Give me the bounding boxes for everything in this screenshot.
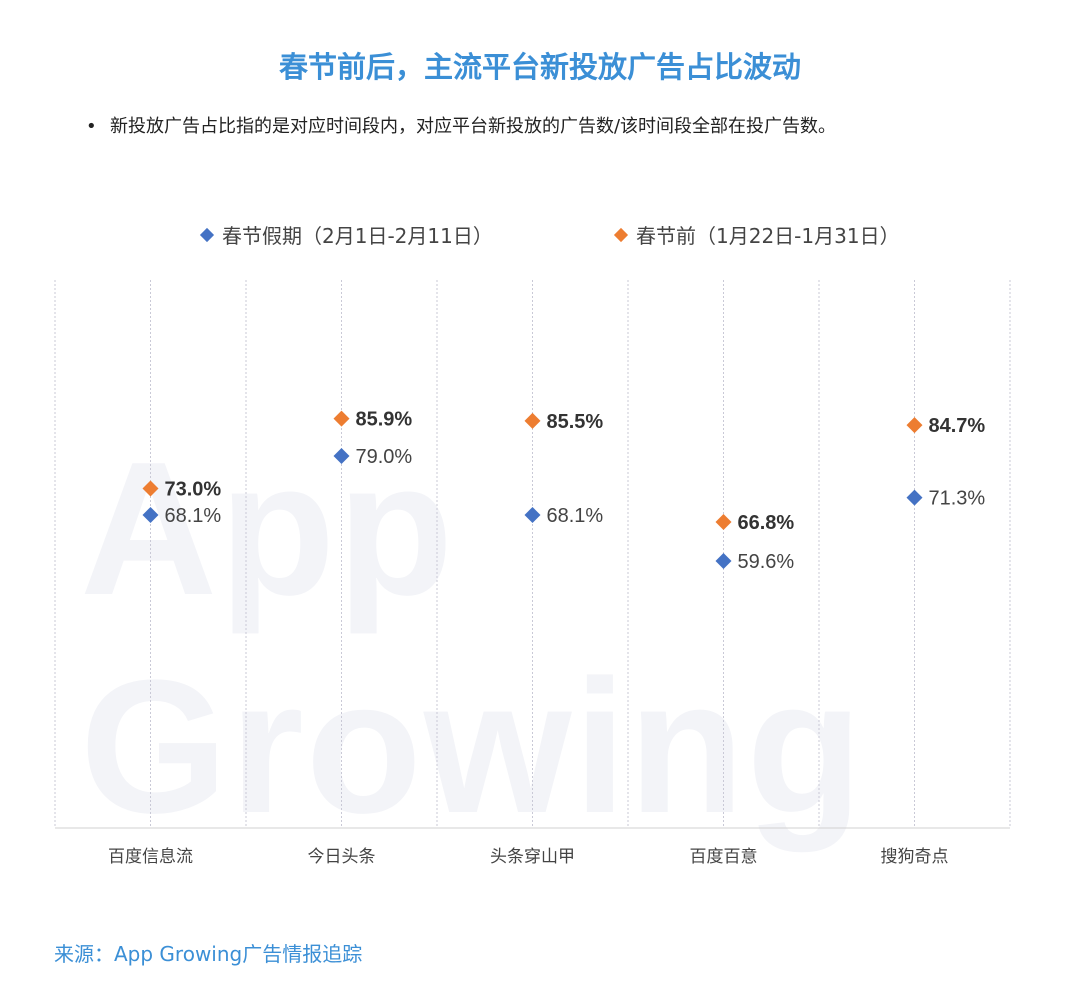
chart-title: 春节前后，主流平台新投放广告占比波动 <box>278 50 801 84</box>
legend-item-holiday: 春节假期（2月1日-2月11日） <box>199 220 493 249</box>
source-note: 来源：App Growing广告情报追踪 <box>54 942 363 966</box>
data-label-pre: 84.7% <box>929 415 986 437</box>
watermark-logo: App Growing <box>80 423 865 853</box>
data-label-pre: 73.0% <box>165 478 222 500</box>
data-point-pre <box>524 412 541 429</box>
data-label-pre: 85.5% <box>547 411 604 433</box>
note-text: 新投放广告占比指的是对应时间段内，对应平台新投放的广告数/该时间段全部在投广告数… <box>110 116 837 137</box>
legend-label-holiday: 春节假期（2月1日-2月11日） <box>222 224 493 248</box>
data-label-holiday: 59.6% <box>738 551 795 573</box>
data-label-holiday: 68.1% <box>165 505 222 527</box>
x-tick-label: 头条穿山甲 <box>490 847 575 867</box>
legend-label-pre: 春节前（1月22日-1月31日） <box>636 224 900 248</box>
data-label-pre: 85.9% <box>356 409 413 431</box>
data-label-holiday: 71.3% <box>929 488 986 510</box>
data-label-holiday: 68.1% <box>547 505 604 527</box>
x-tick-label: 百度百意 <box>690 847 758 867</box>
data-point-pre <box>906 417 923 434</box>
x-tick-label: 搜狗奇点 <box>881 847 949 867</box>
data-point-holiday <box>142 506 159 523</box>
data-point-holiday <box>333 448 350 465</box>
data-point-pre <box>333 410 350 427</box>
x-tick-label: 百度信息流 <box>108 847 193 867</box>
data-point-holiday <box>906 489 923 506</box>
x-tick-label: 今日头条 <box>308 847 376 867</box>
data-label-holiday: 79.0% <box>356 446 413 468</box>
data-point-holiday <box>524 506 541 523</box>
data-label-pre: 66.8% <box>738 512 795 534</box>
legend-item-pre: 春节前（1月22日-1月31日） <box>613 220 900 249</box>
data-point-pre <box>142 480 159 497</box>
data-point-pre <box>715 514 732 531</box>
data-point-holiday <box>715 552 732 569</box>
bullet-dot: • <box>86 116 97 137</box>
footnote-bullet: • 新投放广告占比指的是对应时间段内，对应平台新投放的广告数/该时间段全部在投广告… <box>86 112 836 138</box>
